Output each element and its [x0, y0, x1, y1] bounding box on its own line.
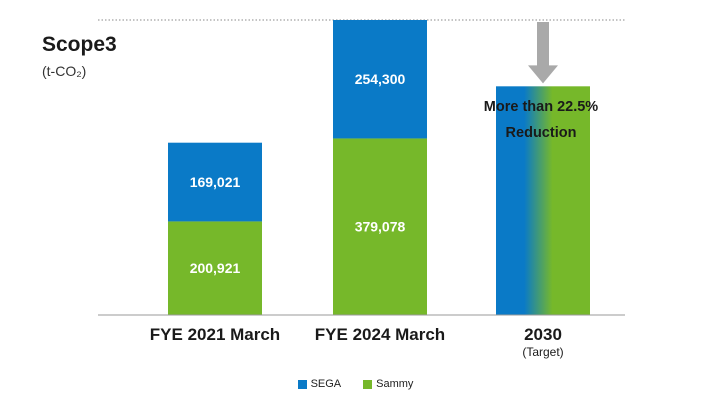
data-label-sammy-1: 200,921 [190, 260, 241, 276]
bar-sega-1 [168, 142, 262, 222]
legend-item-sammy: Sammy [363, 378, 413, 390]
x-tick-label-1: FYE 2021 March [150, 325, 280, 344]
legend-swatch-sega [297, 379, 307, 389]
legend-item-sega: SEGA [297, 378, 342, 390]
bar-sega-2 [333, 20, 427, 139]
bar-sammy-1 [168, 221, 262, 315]
reduction-arrow-icon [528, 22, 558, 84]
data-label-sega-2: 254,300 [355, 71, 406, 87]
target-annotation-line2: Reduction [506, 125, 577, 141]
data-label-sammy-2: 379,078 [355, 219, 406, 235]
x-tick-sublabel-3: (Target) [522, 345, 563, 359]
legend-label-sega: SEGA [310, 378, 342, 390]
chart-unit: (t-CO₂) [42, 63, 87, 79]
chart-legend: SEGA Sammy [0, 378, 711, 390]
x-tick-label-3: 2030 [524, 325, 562, 344]
target-annotation-line1: More than 22.5% [484, 99, 599, 115]
bar-sammy-2 [333, 138, 427, 315]
legend-swatch-sammy [363, 379, 373, 389]
chart-title: Scope3 [42, 33, 117, 56]
legend-label-sammy: Sammy [376, 378, 414, 390]
bar-target-2030 [496, 86, 590, 315]
x-tick-label-2: FYE 2024 March [315, 325, 445, 344]
data-label-sega-1: 169,021 [190, 174, 241, 190]
